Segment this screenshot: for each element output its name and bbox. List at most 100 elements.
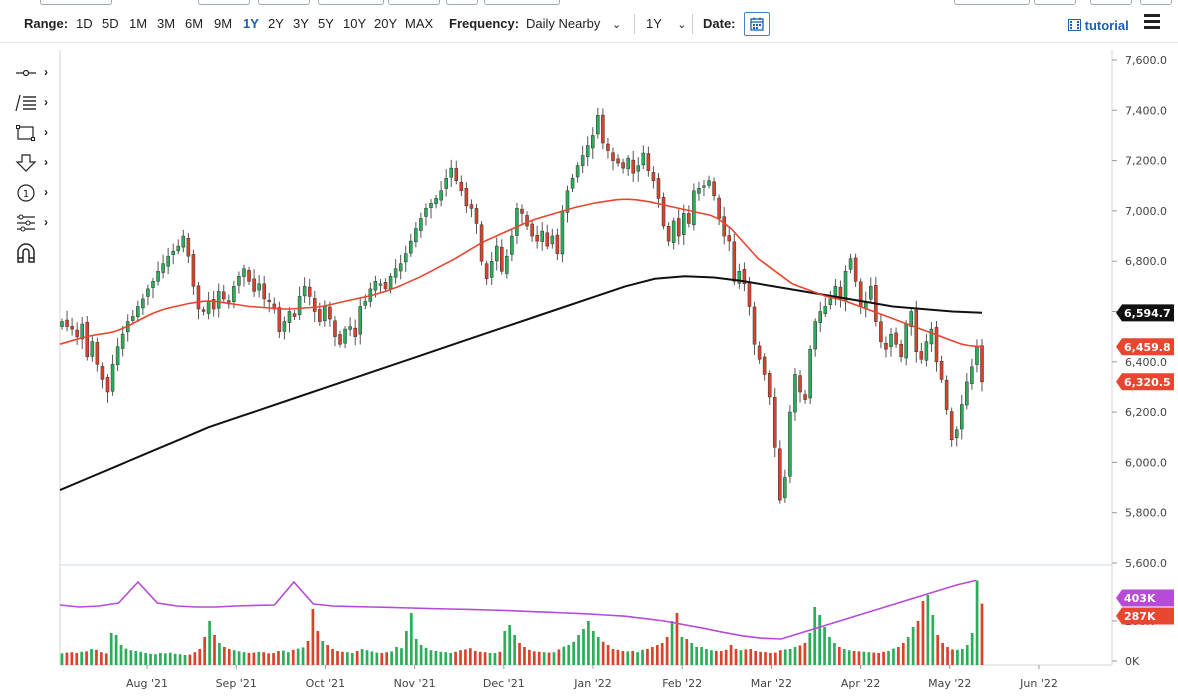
range-max[interactable]: MAX <box>405 16 434 31</box>
candle-up <box>924 341 929 361</box>
volume-bar-up <box>493 653 497 665</box>
moving-averages <box>59 198 983 492</box>
candle-up <box>146 288 150 297</box>
period-dropdown[interactable]: 1Y ⌄ <box>646 16 687 31</box>
range-5d[interactable]: 5D <box>102 16 119 31</box>
range-6m[interactable]: 6M <box>185 16 204 31</box>
moving-average-short-line <box>59 198 983 348</box>
volume-bar-down <box>946 647 949 665</box>
date-label: Date: <box>703 16 736 31</box>
volume-average-line <box>59 579 977 640</box>
candle-down <box>333 320 337 337</box>
top-tab[interactable] <box>1090 0 1132 5</box>
arrow-down-icon <box>15 154 37 172</box>
magnet-tool[interactable] <box>14 242 56 264</box>
range-20y[interactable]: 20Y <box>374 16 398 31</box>
range-3y[interactable]: 3Y <box>293 16 309 31</box>
range-2y[interactable]: 2Y <box>268 16 284 31</box>
fib-lines-tool[interactable]: › <box>14 92 56 114</box>
candle-down <box>601 114 605 144</box>
candle-up <box>540 230 544 242</box>
volume-bar-up <box>965 645 969 665</box>
range-5y[interactable]: 5Y <box>318 16 334 31</box>
volume-bar-up <box>119 645 123 665</box>
volume-bar-down <box>646 649 649 665</box>
candle-up <box>975 346 979 365</box>
top-tab[interactable] <box>484 0 560 5</box>
candle-up <box>565 190 570 213</box>
candle-up <box>80 323 84 340</box>
rectangle-tool[interactable]: › <box>14 122 56 144</box>
candle-down <box>762 356 767 375</box>
volume-badge-shape <box>1116 589 1174 607</box>
date-picker-button[interactable] <box>744 12 770 36</box>
volume-bar-up <box>488 653 492 665</box>
hamburger-menu-icon[interactable] <box>1144 14 1160 30</box>
volume-bar-up <box>503 631 507 665</box>
toolbar-divider <box>0 42 1178 43</box>
candle-up <box>232 286 236 302</box>
candle-up <box>636 165 641 172</box>
volume-bar-down <box>852 651 856 665</box>
candle-up <box>136 306 140 318</box>
volume-bar-down <box>213 635 216 665</box>
top-tab[interactable] <box>1140 0 1172 5</box>
volume-bar-up <box>823 627 826 665</box>
candle-up <box>813 321 817 350</box>
volume-bar-up <box>60 653 64 665</box>
range-10y[interactable]: 10Y <box>343 16 367 31</box>
candle-up <box>60 321 64 327</box>
volume-bar-down <box>247 653 251 665</box>
candle-down <box>484 263 489 280</box>
top-tab[interactable] <box>40 0 112 5</box>
top-tab[interactable] <box>446 0 478 5</box>
volume-badge-text: 403K <box>1124 592 1156 605</box>
volume-bar-up <box>232 650 236 665</box>
top-tab[interactable] <box>198 0 250 5</box>
volume-bar-up <box>400 648 403 665</box>
volume-bar-up <box>218 643 221 665</box>
candle-up <box>156 271 160 282</box>
numbered-marker-tool[interactable]: 1 › <box>14 182 56 204</box>
volume-bar-up <box>808 633 812 665</box>
candle-down <box>914 309 919 352</box>
candle-down <box>186 238 191 257</box>
range-3m[interactable]: 3M <box>157 16 176 31</box>
range-1y[interactable]: 1Y <box>243 16 259 31</box>
range-9m[interactable]: 9M <box>214 16 233 31</box>
candle-up <box>302 286 307 297</box>
price-tick-label: 7,400.0 <box>1125 104 1167 117</box>
range-1d[interactable]: 1D <box>76 16 93 31</box>
volume-bar-up <box>562 646 566 665</box>
volume-bar-up <box>828 637 831 665</box>
candlesticks <box>60 107 984 504</box>
range-1m[interactable]: 1M <box>129 16 148 31</box>
candle-down <box>454 168 459 181</box>
candle-down <box>884 342 888 350</box>
stepped-lines-tool[interactable]: › <box>14 212 56 234</box>
top-tab[interactable] <box>318 0 384 5</box>
top-tab[interactable] <box>1034 0 1076 5</box>
chart-frame <box>59 50 1113 666</box>
candle-down <box>651 172 656 181</box>
tutorial-link[interactable]: tutorial <box>1068 18 1129 33</box>
candle-up <box>575 165 580 178</box>
volume-bar-down <box>223 647 226 665</box>
frequency-dropdown[interactable]: Daily Nearby ⌄ <box>526 16 621 31</box>
top-tab[interactable] <box>258 0 310 5</box>
top-tab[interactable] <box>954 0 1030 5</box>
arrow-tool[interactable]: › <box>14 152 56 174</box>
volume-bar-up <box>542 652 546 665</box>
volume-bar-up <box>887 651 890 665</box>
candle-down <box>464 188 469 207</box>
candle-down <box>606 143 610 151</box>
crosshair-tool[interactable]: › <box>14 62 56 84</box>
top-tab[interactable] <box>388 0 440 5</box>
candle-up <box>808 348 812 399</box>
volume-bar-up <box>690 643 694 665</box>
volume-bar-down <box>227 649 231 665</box>
candle-down <box>196 285 201 310</box>
candle-up <box>697 188 701 194</box>
volume-bar-down <box>331 649 334 665</box>
